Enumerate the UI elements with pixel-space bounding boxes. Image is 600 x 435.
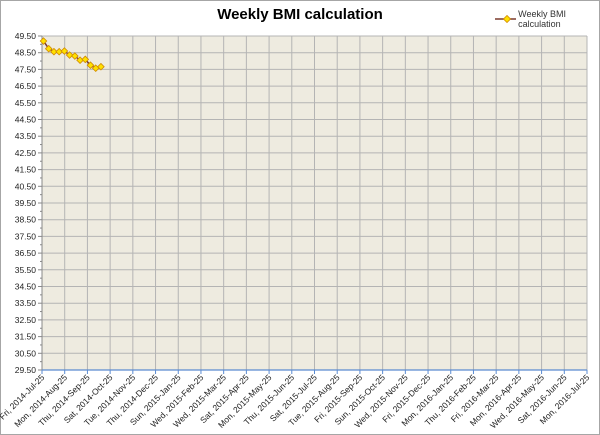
data-point-marker [39, 37, 48, 45]
y-tick-label: 32.50 [15, 315, 37, 325]
chart-title: Weekly BMI calculation [217, 6, 383, 23]
y-tick-label: 49.50 [15, 31, 37, 41]
data-point-marker [97, 62, 105, 71]
gridlines [42, 35, 588, 370]
y-axis: 49.50 48.50 47.50 46.50 45.50 44.50 43.50 42.50… [15, 31, 43, 375]
data-point-marker [81, 55, 90, 64]
data-point-marker [50, 47, 58, 56]
y-tick-label: 37.50 [15, 231, 37, 241]
y-tick-label: 33.50 [15, 298, 37, 308]
y-tick-label: 46.50 [15, 81, 37, 91]
legend-line-marker-icon [495, 15, 517, 23]
y-tick-label: 42.50 [15, 148, 37, 158]
y-tick-label: 29.50 [15, 365, 37, 375]
y-tick-label: 34.50 [15, 282, 37, 292]
y-tick-label: 35.50 [15, 265, 37, 275]
y-tick-label: 39.50 [15, 198, 37, 208]
y-tick-label: 45.50 [15, 98, 37, 108]
y-tick-label: 47.50 [15, 64, 37, 74]
y-tick-label: 31.50 [15, 332, 37, 342]
y-tick-label: 40.50 [15, 181, 37, 191]
y-tick-label: 48.50 [15, 48, 37, 58]
y-tick-label: 43.50 [15, 131, 37, 141]
legend-label: Weekly BMI calculation [518, 9, 566, 29]
data-point-marker [44, 44, 53, 53]
data-point-marker [86, 61, 95, 70]
legend: Weekly BMI calculation [495, 9, 600, 29]
data-point-marker [71, 52, 79, 60]
y-tick-label: 30.50 [15, 348, 37, 358]
data-point-marker [60, 47, 69, 55]
data-point-marker [65, 51, 74, 59]
y-tick-label: 44.50 [15, 115, 37, 125]
y-tick-label: 36.50 [15, 248, 37, 258]
data-point-marker [55, 47, 63, 56]
data-point-marker [76, 56, 84, 65]
data-series [39, 37, 105, 73]
y-tick-label: 41.50 [15, 165, 37, 175]
y-tick-label: 38.50 [15, 215, 37, 225]
